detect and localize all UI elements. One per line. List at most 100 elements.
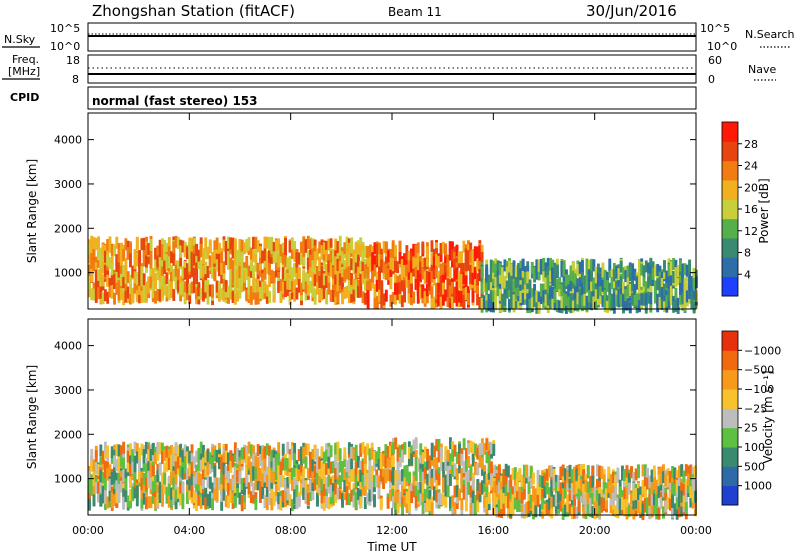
heatmap-cell — [405, 491, 409, 504]
colorbar-frame — [721, 330, 739, 506]
heatmap-cell — [633, 268, 637, 281]
heatmap-cell — [432, 248, 436, 261]
heatmap-cell — [483, 480, 487, 493]
heatmap-cell — [432, 265, 436, 278]
heatmap-cell — [689, 495, 693, 508]
heatmap-cell — [474, 503, 477, 516]
heatmap-cell — [170, 265, 173, 278]
heatmap-cell — [448, 248, 452, 261]
heatmap-cell — [252, 250, 256, 263]
heatmap-cell — [341, 462, 344, 475]
heatmap-cell — [580, 283, 584, 296]
heatmap-cell — [462, 288, 466, 301]
heatmap-cell — [453, 289, 457, 302]
heatmap-cell — [378, 242, 381, 255]
heatmap-cell — [224, 466, 228, 479]
heatmap-cell — [94, 280, 98, 293]
heatmap-cell — [660, 271, 664, 284]
heatmap-cell — [439, 296, 443, 309]
heatmap-cell — [176, 268, 180, 281]
heatmap-cell — [444, 484, 448, 497]
heatmap-cell — [425, 254, 429, 267]
heatmap-cell — [551, 259, 555, 272]
heatmap-cell — [156, 245, 160, 258]
heatmap-cell — [354, 250, 358, 263]
heatmap-cell — [306, 273, 310, 286]
heatmap-cell — [672, 257, 676, 270]
heatmap-cell — [129, 443, 132, 456]
heatmap-cell — [628, 301, 632, 314]
heatmap-cell — [691, 478, 695, 491]
heatmap-cell — [145, 255, 148, 268]
heatmap-cell — [329, 289, 333, 302]
heatmap-cell — [534, 488, 538, 501]
heatmap-cell — [437, 283, 441, 296]
heatmap-cell — [590, 298, 593, 311]
heatmap-cell — [496, 275, 500, 288]
heatmap-cell — [437, 438, 441, 451]
heatmap-cell — [512, 267, 516, 280]
heatmap-cell — [574, 287, 578, 300]
heatmap-cell — [525, 501, 529, 514]
heatmap-cell — [671, 465, 675, 478]
heatmap-cell — [379, 469, 383, 482]
heatmap-cell — [195, 479, 199, 492]
heatmap-cell — [500, 489, 504, 502]
heatmap-cell — [627, 473, 631, 486]
heatmap-cell — [426, 500, 430, 513]
heatmap-cell — [366, 492, 370, 505]
heatmap-cell — [133, 253, 137, 266]
heatmap-cell — [94, 269, 98, 282]
heatmap-cell — [158, 268, 162, 281]
heatmap-cell — [247, 482, 251, 495]
heatmap-cell — [595, 464, 599, 477]
heatmap-cell — [256, 275, 260, 288]
power-y-axis-label: Slant Range [km] — [25, 159, 39, 263]
heatmap-cell — [382, 241, 386, 254]
heatmap-cell — [464, 447, 468, 460]
heatmap-cell — [274, 466, 278, 479]
heatmap-cell — [254, 250, 258, 263]
heatmap-cell — [543, 504, 547, 517]
heatmap-cell — [284, 458, 287, 471]
heatmap-cell — [387, 250, 391, 263]
heatmap-cell — [407, 454, 411, 467]
heatmap-cell — [497, 467, 501, 480]
heatmap-cell — [673, 484, 677, 497]
heatmap-cell — [316, 282, 319, 295]
heatmap-cell — [537, 291, 541, 304]
heatmap-cell — [396, 501, 400, 514]
heatmap-cell — [186, 247, 189, 260]
heatmap-cell — [641, 481, 645, 494]
heatmap-cell — [293, 477, 297, 490]
heatmap-cell — [409, 293, 413, 306]
heatmap-cell — [265, 475, 269, 488]
heatmap-cell — [363, 452, 367, 465]
heatmap-cell — [231, 455, 235, 468]
heatmap-cell — [382, 476, 385, 489]
heatmap-cell — [536, 494, 540, 507]
heatmap-cell — [204, 262, 208, 275]
heatmap-cell — [612, 292, 616, 305]
heatmap-cell — [439, 263, 443, 276]
heatmap-cell — [586, 465, 590, 478]
heatmap-cell — [90, 270, 94, 283]
heatmap-cell — [113, 273, 116, 286]
heatmap-cell — [142, 246, 146, 259]
heatmap-cell — [174, 472, 178, 485]
heatmap-cell — [163, 248, 167, 261]
colorbar-tick-label: 24 — [744, 160, 758, 173]
heatmap-cell — [607, 466, 611, 479]
heatmap-cell — [352, 448, 356, 461]
heatmap-cell — [270, 241, 274, 254]
heatmap-cell — [403, 442, 407, 455]
heatmap-cell — [156, 484, 160, 497]
heatmap-cell — [217, 255, 221, 268]
heatmap-cell — [243, 447, 246, 460]
heatmap-cell — [596, 273, 600, 286]
heatmap-cell — [129, 451, 132, 464]
heatmap-cell — [446, 465, 450, 478]
heatmap-cell — [576, 263, 580, 276]
heatmap-cell — [318, 475, 322, 488]
